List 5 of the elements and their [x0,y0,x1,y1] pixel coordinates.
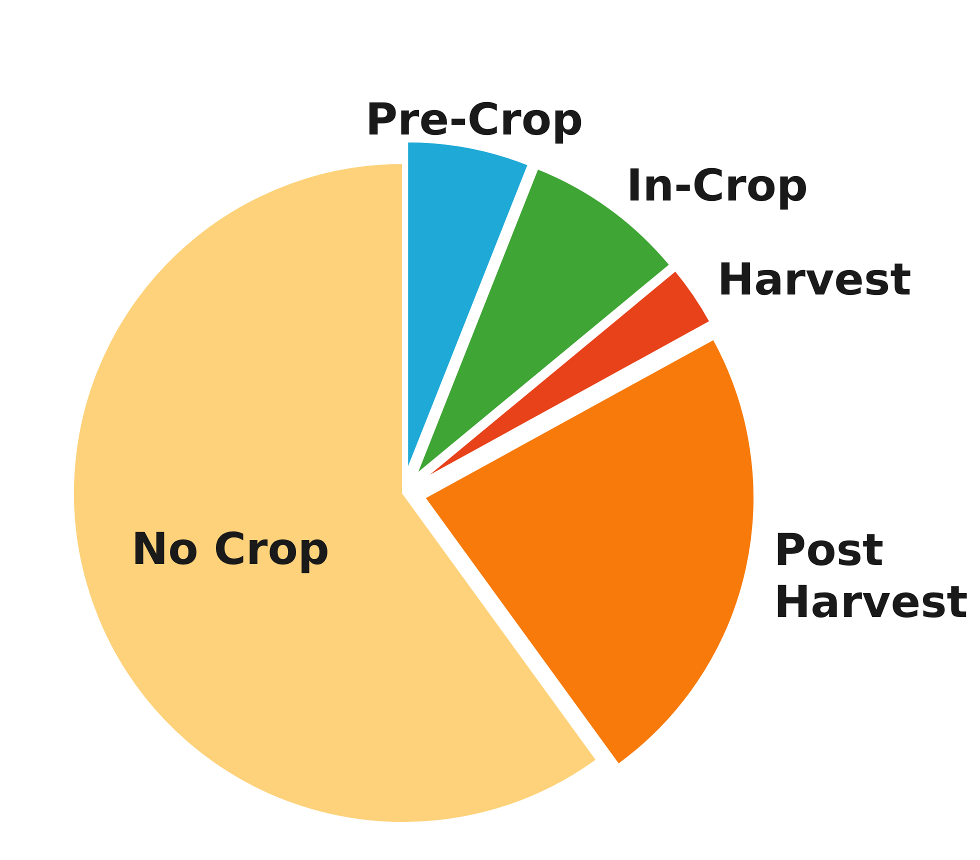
slice-label: Post Harvest [774,524,968,628]
slice-label: No Crop [131,524,330,575]
slice-label: In-Crop [626,160,808,212]
slice-label: Pre-Crop [365,94,584,146]
slice-label: Harvest [717,254,912,305]
